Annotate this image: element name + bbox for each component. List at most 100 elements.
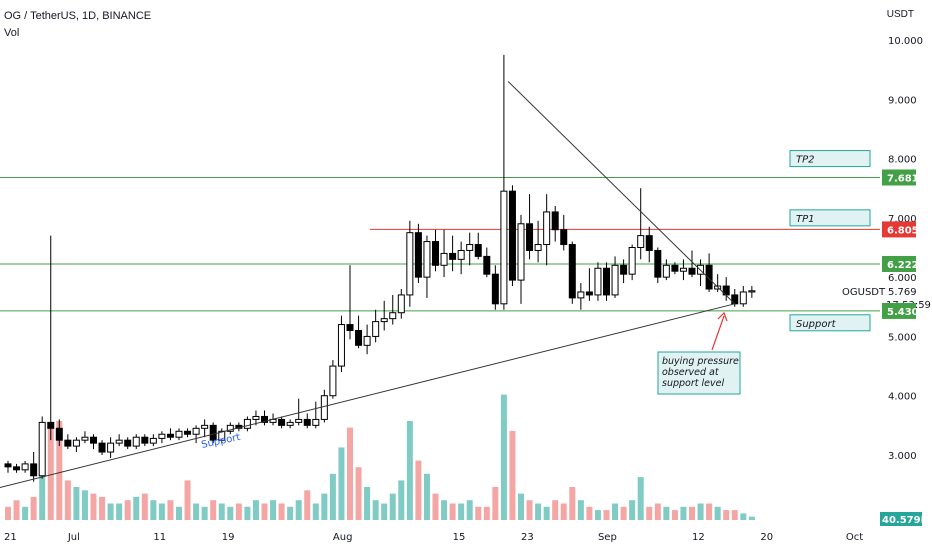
- volume-bar: [449, 503, 456, 520]
- price-tag: [882, 255, 916, 272]
- trendline: [507, 81, 736, 305]
- candle-body: [55, 427, 63, 441]
- level-box: [789, 314, 871, 332]
- volume-bar: [193, 503, 200, 520]
- volume-bar: [372, 500, 379, 520]
- volume-bar: [748, 516, 755, 520]
- candle-body: [577, 291, 585, 299]
- volume-bar: [5, 506, 11, 520]
- candle-body: [132, 436, 140, 447]
- volume-bar: [56, 421, 63, 520]
- volume-bar: [552, 500, 559, 520]
- volume-bar: [201, 506, 208, 520]
- candle-body: [192, 427, 200, 435]
- volume-bar: [500, 394, 507, 520]
- price-tag: [882, 221, 916, 238]
- level-box-label: TP1: [796, 214, 815, 225]
- volume-bar: [680, 506, 687, 520]
- volume-bar: [543, 506, 550, 520]
- volume-bar: [389, 493, 396, 520]
- volume-bar: [329, 473, 336, 520]
- candle-body: [483, 255, 491, 275]
- candle-body: [243, 418, 251, 429]
- volume-bar: [90, 493, 97, 520]
- volume-bar: [81, 490, 88, 520]
- candle-body: [337, 324, 345, 367]
- note-arrow-head: [717, 311, 728, 322]
- candle-body: [30, 463, 38, 477]
- candle-body: [81, 436, 89, 441]
- candle-body: [13, 466, 21, 471]
- volume-bar: [107, 503, 114, 520]
- volume-bar: [158, 503, 165, 520]
- volume-bar: [654, 503, 661, 520]
- candle-body: [671, 264, 679, 272]
- volume-bar: [167, 500, 174, 520]
- candle-body: [115, 439, 123, 444]
- price-tag-label: 6.222: [887, 260, 919, 271]
- candle-body: [380, 318, 388, 323]
- candle-body: [705, 264, 713, 290]
- volume-bar: [355, 467, 362, 520]
- candle-body: [278, 418, 286, 426]
- price-tag: [882, 302, 916, 319]
- volume-bar: [535, 503, 542, 520]
- y-tick-label: 5.000: [888, 332, 917, 343]
- volume-bar: [415, 460, 422, 520]
- candle-body: [166, 433, 174, 438]
- candle-body: [500, 190, 508, 305]
- volume-bar: [646, 506, 653, 520]
- candle-body: [662, 264, 670, 278]
- volume-bar: [466, 500, 473, 520]
- volume-bar: [612, 503, 619, 520]
- candle-body: [440, 252, 448, 266]
- level-box: [789, 150, 871, 168]
- candle-body: [654, 249, 662, 278]
- candle-body: [466, 244, 474, 251]
- candle-body: [175, 430, 183, 438]
- volume-bar: [133, 496, 140, 520]
- candle-body: [47, 421, 55, 429]
- volume-bar: [714, 506, 721, 520]
- y-tick-label: 4.000: [888, 392, 917, 403]
- candle-body: [72, 439, 80, 447]
- volume-bar: [689, 506, 695, 520]
- y-tick-label: 9.000: [888, 95, 917, 106]
- volume-bar: [594, 510, 601, 520]
- volume-bar: [603, 510, 610, 520]
- candle-body: [739, 291, 747, 305]
- chart-title: OG / TetherUS, 1D, BINANCE: [4, 10, 152, 22]
- volume-bar: [586, 506, 593, 520]
- volume-bar: [398, 480, 405, 520]
- candle-body: [286, 421, 294, 426]
- level-box: [789, 209, 871, 227]
- volume-bar: [73, 487, 80, 520]
- candle-body: [98, 442, 106, 453]
- volume-bar: [723, 510, 730, 520]
- y-tick-label: 8.000: [888, 155, 917, 166]
- candle-body: [748, 290, 756, 293]
- volume-bar: [577, 500, 584, 520]
- volume-bar: [150, 500, 157, 520]
- candle-body: [406, 232, 414, 296]
- volume-bar: [740, 513, 747, 520]
- candle-body: [534, 244, 542, 251]
- volume-bar: [116, 503, 123, 520]
- candle-body: [645, 235, 653, 251]
- y-tick-label: 6.000: [888, 273, 917, 284]
- candle-body: [551, 211, 559, 231]
- x-tick-label: Oct: [846, 532, 863, 543]
- symbol-label: OGUSDT: [842, 287, 886, 298]
- unit-label: USDT: [886, 9, 914, 20]
- candle-body: [389, 312, 397, 320]
- candle-body: [423, 241, 431, 278]
- volume-bar: [423, 473, 430, 520]
- candle-body: [449, 252, 457, 260]
- candle-body: [568, 244, 576, 299]
- x-tick-label: 15: [453, 532, 466, 543]
- volume-bar: [22, 506, 29, 520]
- candle-body: [201, 424, 209, 429]
- price-tag-label: 7.681: [887, 173, 919, 184]
- volume-bar: [569, 487, 576, 520]
- volume-label: Vol: [4, 27, 20, 39]
